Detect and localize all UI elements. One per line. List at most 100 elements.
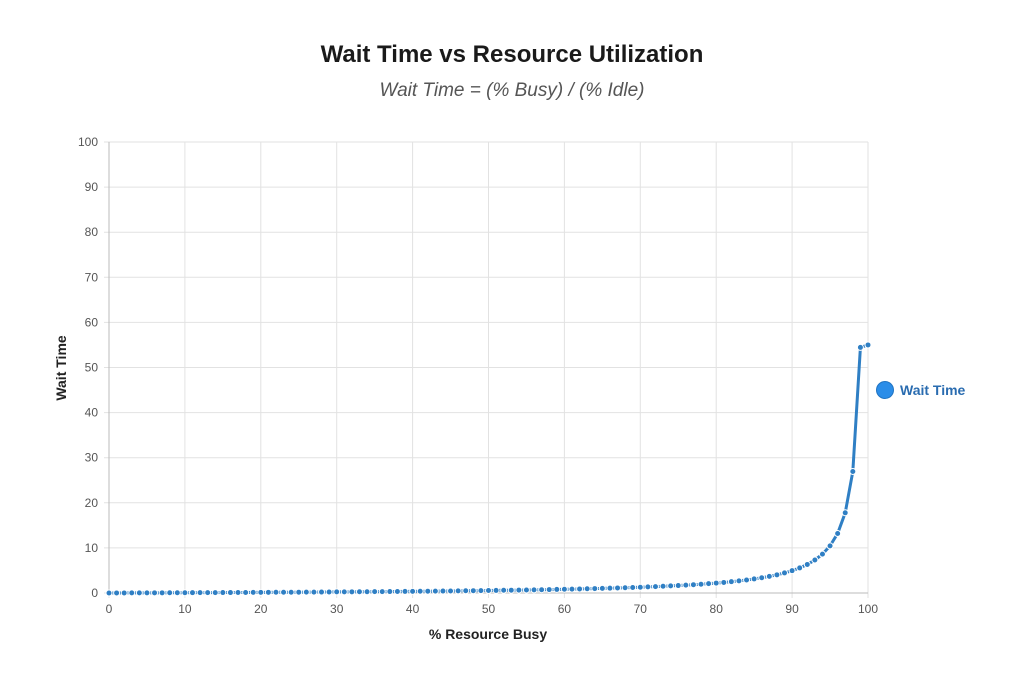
data-point[interactable] [758, 574, 766, 582]
data-point[interactable] [629, 583, 637, 591]
data-point[interactable] [447, 587, 455, 595]
data-point[interactable] [598, 584, 606, 592]
data-point[interactable] [355, 588, 363, 596]
data-point[interactable] [796, 564, 804, 572]
data-point[interactable] [841, 509, 849, 517]
data-point[interactable] [818, 550, 826, 558]
data-point[interactable] [568, 585, 576, 593]
data-point[interactable] [393, 587, 401, 595]
data-point[interactable] [204, 589, 212, 597]
data-point[interactable] [720, 578, 728, 586]
data-point[interactable] [781, 569, 789, 577]
data-point[interactable] [310, 588, 318, 596]
data-point[interactable] [735, 577, 743, 585]
data-point[interactable] [803, 560, 811, 568]
data-point[interactable] [196, 589, 204, 597]
data-point[interactable] [439, 587, 447, 595]
data-point[interactable] [507, 586, 515, 594]
data-point[interactable] [788, 567, 796, 575]
data-point[interactable] [151, 589, 159, 597]
data-point[interactable] [249, 588, 257, 596]
data-point[interactable] [849, 467, 857, 475]
data-point[interactable] [545, 586, 553, 594]
data-point[interactable] [219, 589, 227, 597]
data-point[interactable] [188, 589, 196, 597]
data-point[interactable] [530, 586, 538, 594]
data-point[interactable] [173, 589, 181, 597]
data-point[interactable] [500, 586, 508, 594]
data-point[interactable] [234, 589, 242, 597]
data-point[interactable] [606, 584, 614, 592]
data-point[interactable] [287, 588, 295, 596]
data-point[interactable] [856, 343, 864, 351]
legend[interactable]: Wait Time [876, 381, 966, 399]
data-point[interactable] [166, 589, 174, 597]
data-point[interactable] [257, 588, 265, 596]
data-point[interactable] [644, 583, 652, 591]
data-point[interactable] [492, 586, 500, 594]
data-point[interactable] [409, 587, 417, 595]
data-point[interactable] [705, 580, 713, 588]
data-point[interactable] [363, 588, 371, 596]
data-point[interactable] [242, 588, 250, 596]
data-point[interactable] [105, 589, 113, 597]
data-point[interactable] [378, 588, 386, 596]
data-point[interactable] [264, 588, 272, 596]
data-point[interactable] [765, 572, 773, 580]
data-point[interactable] [302, 588, 310, 596]
data-point[interactable] [401, 587, 409, 595]
data-point[interactable] [477, 587, 485, 595]
data-point[interactable] [583, 585, 591, 593]
data-point[interactable] [469, 587, 477, 595]
data-point[interactable] [864, 341, 872, 349]
data-point[interactable] [522, 586, 530, 594]
data-point[interactable] [226, 589, 234, 597]
data-point[interactable] [340, 588, 348, 596]
data-point[interactable] [621, 584, 629, 592]
data-point[interactable] [386, 588, 394, 596]
data-point[interactable] [454, 587, 462, 595]
data-point[interactable] [318, 588, 326, 596]
data-point[interactable] [431, 587, 439, 595]
data-point[interactable] [416, 587, 424, 595]
data-point[interactable] [135, 589, 143, 597]
data-point[interactable] [424, 587, 432, 595]
data-point[interactable] [538, 586, 546, 594]
data-point[interactable] [113, 589, 121, 597]
data-point[interactable] [651, 583, 659, 591]
data-point[interactable] [560, 585, 568, 593]
data-point[interactable] [462, 587, 470, 595]
data-point[interactable] [211, 589, 219, 597]
data-point[interactable] [826, 542, 834, 550]
data-point[interactable] [295, 588, 303, 596]
data-point[interactable] [834, 529, 842, 537]
data-point[interactable] [348, 588, 356, 596]
data-point[interactable] [325, 588, 333, 596]
data-point[interactable] [553, 585, 561, 593]
data-point[interactable] [485, 587, 492, 595]
data-point[interactable] [667, 582, 675, 590]
data-point[interactable] [636, 583, 644, 591]
data-point[interactable] [333, 588, 341, 596]
data-point[interactable] [727, 578, 735, 586]
data-point[interactable] [689, 581, 697, 589]
data-point[interactable] [750, 575, 758, 583]
data-point[interactable] [591, 585, 599, 593]
data-point[interactable] [743, 576, 751, 584]
data-point[interactable] [143, 589, 151, 597]
data-point[interactable] [773, 571, 781, 579]
data-point[interactable] [120, 589, 128, 597]
data-point[interactable] [128, 589, 136, 597]
data-point[interactable] [682, 581, 690, 589]
data-point[interactable] [811, 556, 819, 564]
data-point[interactable] [181, 589, 189, 597]
data-point[interactable] [158, 589, 166, 597]
data-point[interactable] [272, 588, 280, 596]
data-point[interactable] [576, 585, 584, 593]
data-point[interactable] [371, 588, 379, 596]
data-point[interactable] [697, 580, 705, 588]
data-point[interactable] [614, 584, 622, 592]
data-point[interactable] [280, 588, 288, 596]
data-point[interactable] [674, 582, 682, 590]
data-point[interactable] [659, 582, 667, 590]
